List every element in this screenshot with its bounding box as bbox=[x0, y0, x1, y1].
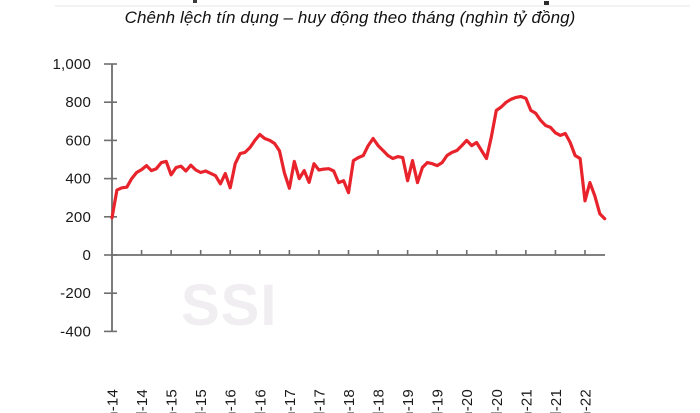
x-tick-label: Jul-21 bbox=[548, 389, 565, 413]
y-tick-label: 200 bbox=[65, 209, 91, 226]
x-tick-label: Jul-19 bbox=[430, 389, 447, 413]
x-tick-label: Jan-18 bbox=[341, 389, 358, 413]
x-tick-label: Jul-15 bbox=[193, 389, 210, 413]
x-tick-label: Jul-18 bbox=[371, 389, 388, 413]
data-series-line bbox=[110, 94, 607, 221]
cropped-text-speck bbox=[544, 1, 549, 5]
x-tick-label: Jan-16 bbox=[223, 389, 240, 413]
x-tick-label: Jan-17 bbox=[282, 389, 299, 413]
x-tick-label: Jan-14 bbox=[105, 389, 122, 413]
y-tick-label: 400 bbox=[65, 171, 91, 188]
x-tick-label: Jan-20 bbox=[459, 389, 476, 413]
y-tick-label: 600 bbox=[65, 132, 91, 149]
y-tick-label: 1,000 bbox=[52, 56, 91, 73]
x-tick-label: Jan-22 bbox=[577, 389, 594, 413]
y-tick-label: -200 bbox=[60, 285, 91, 302]
ssi-watermark: SSI bbox=[181, 273, 278, 338]
x-tick-label: Jul-14 bbox=[134, 389, 151, 413]
x-tick-label: Jul-17 bbox=[311, 389, 328, 413]
x-tick-label: Jul-16 bbox=[252, 389, 269, 413]
y-tick-label: 800 bbox=[65, 94, 91, 111]
cropped-text-smudge bbox=[55, 5, 690, 7]
x-tick-label: Jul-20 bbox=[489, 389, 506, 413]
x-tick-label: Jan-19 bbox=[400, 389, 417, 413]
y-tick-label: -400 bbox=[60, 323, 91, 340]
cropped-text-speck bbox=[193, 0, 197, 3]
x-tick-label: Jan-21 bbox=[518, 389, 535, 413]
y-tick-label: 0 bbox=[82, 247, 91, 264]
chart-title: Chênh lệch tín dụng – huy động theo thán… bbox=[124, 8, 576, 27]
x-tick-label: Jan-15 bbox=[164, 389, 181, 413]
